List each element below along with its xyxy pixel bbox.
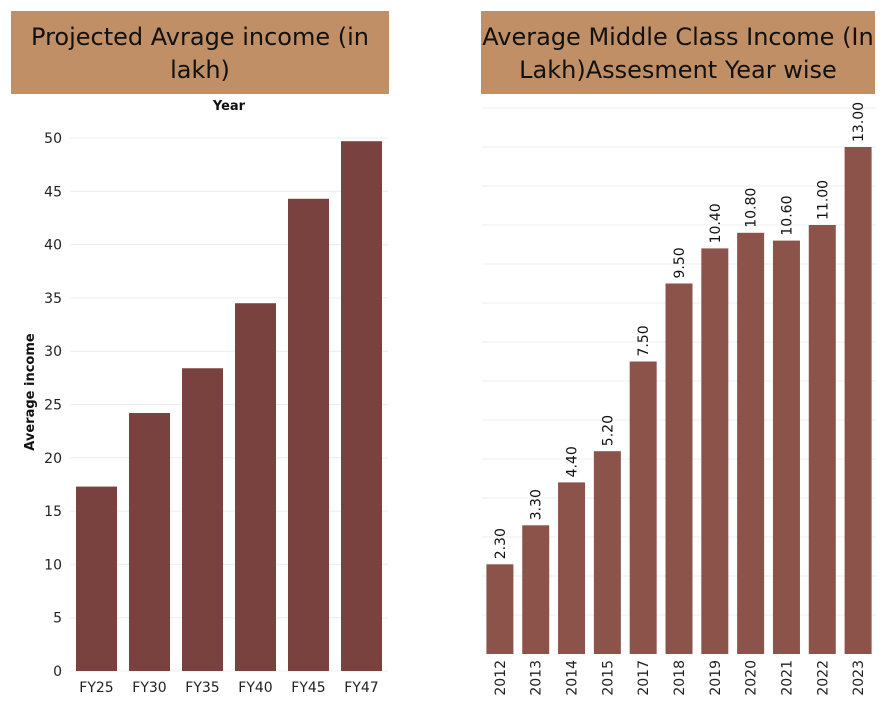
left-y-tick-label: 10 — [44, 557, 62, 573]
right-data-label: 3.30 — [529, 489, 545, 520]
right-x-tick-label: 2023 — [851, 660, 867, 696]
left-y-tick-label: 50 — [44, 131, 62, 147]
right-data-label: 10.60 — [779, 196, 795, 236]
left-x-tick-label: FY30 — [132, 680, 166, 696]
right-x-tick-label: 2019 — [708, 660, 724, 696]
right-bar-2021 — [772, 240, 800, 654]
right-data-label: 4.40 — [565, 446, 581, 477]
right-bar-2015 — [593, 451, 621, 654]
right-x-tick-label: 2012 — [493, 660, 509, 696]
right-data-label: 5.20 — [600, 415, 616, 446]
right-bars — [486, 147, 872, 655]
left-gridlines — [70, 137, 388, 672]
left-y-tick-label: 35 — [44, 291, 62, 307]
left-y-tick-label: 45 — [44, 184, 62, 200]
right-data-label: 7.50 — [636, 325, 652, 356]
left-y-tick-label: 20 — [44, 451, 62, 467]
left-bar-fy25 — [76, 486, 117, 671]
right-x-tick-label: 2020 — [744, 660, 760, 696]
right-x-tick-label: 2018 — [672, 660, 688, 696]
left-bar-chart: Year Average income 0 5 10 15 20 25 30 35 40 45 50… — [23, 99, 388, 696]
left-chart-title: Projected Avrage income (in lakh) — [11, 11, 389, 94]
right-data-label: 11.00 — [815, 180, 831, 220]
left-x-tick-label: FY45 — [291, 680, 325, 696]
left-y-tick-label: 40 — [44, 238, 62, 254]
right-data-labels: 2.30 3.30 4.40 5.20 7.50 9.50 10.40 10.80 10.60 1… — [493, 102, 867, 559]
left-x-ticks: FY25 FY30 FY35 FY40 FY45 FY47 — [79, 680, 378, 696]
left-bar-fy45 — [288, 198, 329, 671]
right-data-label: 10.80 — [744, 188, 760, 228]
right-bar-2014 — [558, 482, 586, 654]
left-chart-title-text: Projected Avrage income (in lakh) — [31, 23, 369, 84]
left-x-tick-label: FY25 — [79, 680, 113, 696]
left-y-tick-label: 0 — [53, 664, 62, 680]
left-y-tick-label: 25 — [44, 398, 62, 414]
left-y-tick-label: 15 — [44, 504, 62, 520]
left-y-axis-title: Average income — [23, 333, 38, 451]
right-x-tick-label: 2014 — [565, 660, 581, 696]
left-y-ticks: 0 5 10 15 20 25 30 35 40 45 50 — [44, 131, 62, 680]
right-bar-2017 — [629, 361, 657, 654]
right-bar-2020 — [737, 232, 765, 655]
left-bar-fy40 — [235, 303, 276, 671]
right-x-tick-label: 2017 — [636, 660, 652, 696]
right-x-ticks: 2012 2013 2014 2015 2017 2018 2019 2020 2021 2022… — [493, 660, 867, 696]
right-bar-2023 — [844, 147, 872, 654]
right-bar-2019 — [701, 248, 729, 654]
right-data-label: 10.40 — [708, 203, 724, 243]
right-bar-2022 — [808, 225, 836, 654]
left-x-tick-label: FY47 — [344, 680, 378, 696]
left-y-tick-label: 5 — [53, 611, 62, 627]
left-x-tick-label: FY35 — [185, 680, 219, 696]
right-data-label: 13.00 — [851, 102, 867, 142]
right-x-tick-label: 2022 — [815, 660, 831, 696]
right-chart-title-text: Average Middle Class Income (In Lakh)Ass… — [482, 23, 874, 84]
right-x-tick-label: 2015 — [600, 660, 616, 696]
right-x-tick-label: 2013 — [529, 660, 545, 696]
right-bar-chart: 2.30 3.30 4.40 5.20 7.50 9.50 10.40 10.80 10.60 1… — [482, 102, 876, 696]
right-bar-2013 — [522, 525, 550, 654]
right-x-tick-label: 2021 — [779, 660, 795, 696]
right-data-label: 2.30 — [493, 528, 509, 559]
left-x-tick-label: FY40 — [238, 680, 272, 696]
right-bar-2018 — [665, 283, 693, 654]
right-data-label: 9.50 — [672, 247, 688, 278]
left-bar-fy47 — [341, 141, 382, 671]
left-x-axis-title: Year — [212, 99, 246, 114]
right-bar-2012 — [486, 564, 514, 654]
right-chart-title: Average Middle Class Income (In Lakh)Ass… — [481, 11, 875, 94]
left-bars — [76, 141, 382, 671]
left-bar-fy35 — [182, 368, 223, 671]
left-bar-fy30 — [129, 413, 170, 671]
left-y-tick-label: 30 — [44, 344, 62, 360]
